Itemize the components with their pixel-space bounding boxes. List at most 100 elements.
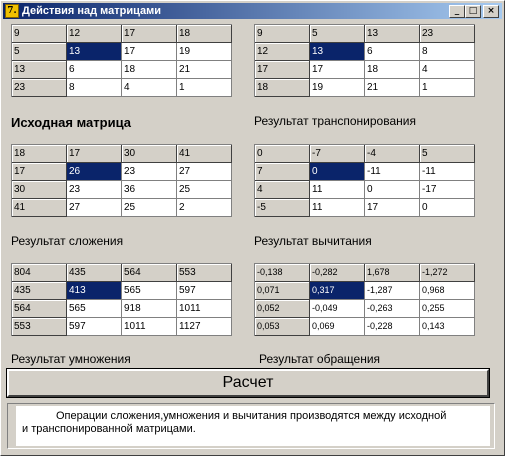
matrix-cell[interactable]: 21 [365,79,420,97]
title-bar[interactable]: 7. Действия над матрицами _ □ × [3,3,502,19]
matrix-cell[interactable]: 5 [12,43,67,61]
matrix-cell[interactable]: 6 [365,43,420,61]
matrix-cell[interactable]: -1,272 [420,264,475,282]
matrix-cell[interactable]: 11 [310,181,365,199]
matrix-cell[interactable]: -0,138 [255,264,310,282]
matrix-cell[interactable]: 1011 [177,300,232,318]
matrix-cell[interactable]: 553 [177,264,232,282]
matrix-cell[interactable]: 13 [12,61,67,79]
matrix-cell[interactable]: 8 [420,43,475,61]
matrix-cell[interactable]: 435 [12,282,67,300]
matrix-cell[interactable]: 9 [255,25,310,43]
matrix-cell[interactable]: 0,053 [255,318,310,336]
matrix-cell[interactable]: 0,071 [255,282,310,300]
matrix-cell[interactable]: 435 [67,264,122,282]
matrix-cell[interactable]: 36 [122,181,177,199]
matrix-cell[interactable]: -0,282 [310,264,365,282]
matrix-cell[interactable]: 19 [177,43,232,61]
matrix-cell[interactable]: 27 [67,199,122,217]
matrix-cell[interactable]: 597 [177,282,232,300]
matrix-cell[interactable]: 1 [420,79,475,97]
matrix-cell[interactable]: 4 [122,79,177,97]
multiplication-matrix-grid[interactable]: 804 435 564 553 435 413 565 597 564 565 918 1011 553… [11,263,232,336]
matrix-cell[interactable]: 4 [255,181,310,199]
matrix-cell[interactable]: 0,968 [420,282,475,300]
matrix-cell[interactable]: 0 [255,145,310,163]
matrix-cell[interactable]: 17 [67,145,122,163]
maximize-button[interactable]: □ [465,5,481,18]
matrix-cell[interactable]: 0,052 [255,300,310,318]
matrix-cell[interactable]: 11 [310,199,365,217]
close-button[interactable]: × [483,5,499,18]
matrix-cell[interactable]: -1,287 [365,282,420,300]
matrix-cell[interactable]: 8 [67,79,122,97]
matrix-cell[interactable]: -4 [365,145,420,163]
matrix-cell[interactable]: 17 [122,25,177,43]
matrix-cell[interactable]: 1127 [177,318,232,336]
matrix-cell[interactable]: 0 [310,163,365,181]
matrix-cell[interactable]: 1011 [122,318,177,336]
matrix-cell[interactable]: 41 [177,145,232,163]
matrix-cell[interactable]: 21 [177,61,232,79]
matrix-cell[interactable]: 0,317 [310,282,365,300]
matrix-cell[interactable]: 12 [255,43,310,61]
matrix-cell[interactable]: 804 [12,264,67,282]
matrix-cell[interactable]: 19 [310,79,365,97]
matrix-cell[interactable]: 13 [67,43,122,61]
matrix-cell[interactable]: -17 [420,181,475,199]
matrix-cell[interactable]: 7 [255,163,310,181]
calculate-button[interactable]: Расчет [6,368,490,398]
matrix-cell[interactable]: 413 [67,282,122,300]
source-matrix-grid[interactable]: 9 12 17 18 5 13 17 19 13 6 18 21 23 8 4 1 [11,24,232,97]
matrix-cell[interactable]: 9 [12,25,67,43]
matrix-cell[interactable]: 23 [67,181,122,199]
matrix-cell[interactable]: 0 [365,181,420,199]
matrix-cell[interactable]: 0,255 [420,300,475,318]
matrix-cell[interactable]: 17 [310,61,365,79]
matrix-cell[interactable]: 17 [12,163,67,181]
inverse-matrix-grid[interactable]: -0,138 -0,282 1,678 -1,272 0,071 0,317 -1,287 0… [254,263,475,336]
matrix-cell[interactable]: 565 [122,282,177,300]
matrix-cell[interactable]: 918 [122,300,177,318]
matrix-cell[interactable]: 5 [310,25,365,43]
matrix-cell[interactable]: 18 [365,61,420,79]
matrix-cell[interactable]: 553 [12,318,67,336]
matrix-cell[interactable]: 597 [67,318,122,336]
transpose-matrix-grid[interactable]: 9 5 13 23 12 13 6 8 17 17 18 4 18 19 21 1 [254,24,475,97]
matrix-cell[interactable]: 1 [177,79,232,97]
matrix-cell[interactable]: 41 [12,199,67,217]
matrix-cell[interactable]: 5 [420,145,475,163]
matrix-cell[interactable]: 17 [122,43,177,61]
matrix-cell[interactable]: 30 [122,145,177,163]
matrix-cell[interactable]: 18 [122,61,177,79]
matrix-cell[interactable]: 17 [365,199,420,217]
matrix-cell[interactable]: 26 [67,163,122,181]
matrix-cell[interactable]: 30 [12,181,67,199]
matrix-cell[interactable]: -5 [255,199,310,217]
minimize-button[interactable]: _ [449,5,465,18]
matrix-cell[interactable]: 23 [122,163,177,181]
matrix-cell[interactable]: 13 [365,25,420,43]
matrix-cell[interactable]: 13 [310,43,365,61]
matrix-cell[interactable]: 6 [67,61,122,79]
matrix-cell[interactable]: -0,228 [365,318,420,336]
matrix-cell[interactable]: 0,143 [420,318,475,336]
matrix-cell[interactable]: 564 [122,264,177,282]
matrix-cell[interactable]: -11 [365,163,420,181]
addition-matrix-grid[interactable]: 18 17 30 41 17 26 23 27 30 23 36 25 41 27 25 2 [11,144,232,217]
matrix-cell[interactable]: 23 [420,25,475,43]
matrix-cell[interactable]: 564 [12,300,67,318]
matrix-cell[interactable]: 17 [255,61,310,79]
matrix-cell[interactable]: -0,263 [365,300,420,318]
matrix-cell[interactable]: 0,069 [310,318,365,336]
subtraction-matrix-grid[interactable]: 0 -7 -4 5 7 0 -11 -11 4 11 0 -17 -5 11 17 0 [254,144,475,217]
matrix-cell[interactable]: 565 [67,300,122,318]
matrix-cell[interactable]: 27 [177,163,232,181]
matrix-cell[interactable]: -7 [310,145,365,163]
matrix-cell[interactable]: 0 [420,199,475,217]
matrix-cell[interactable]: 4 [420,61,475,79]
matrix-cell[interactable]: -11 [420,163,475,181]
matrix-cell[interactable]: 12 [67,25,122,43]
matrix-cell[interactable]: -0,049 [310,300,365,318]
matrix-cell[interactable]: 25 [177,181,232,199]
